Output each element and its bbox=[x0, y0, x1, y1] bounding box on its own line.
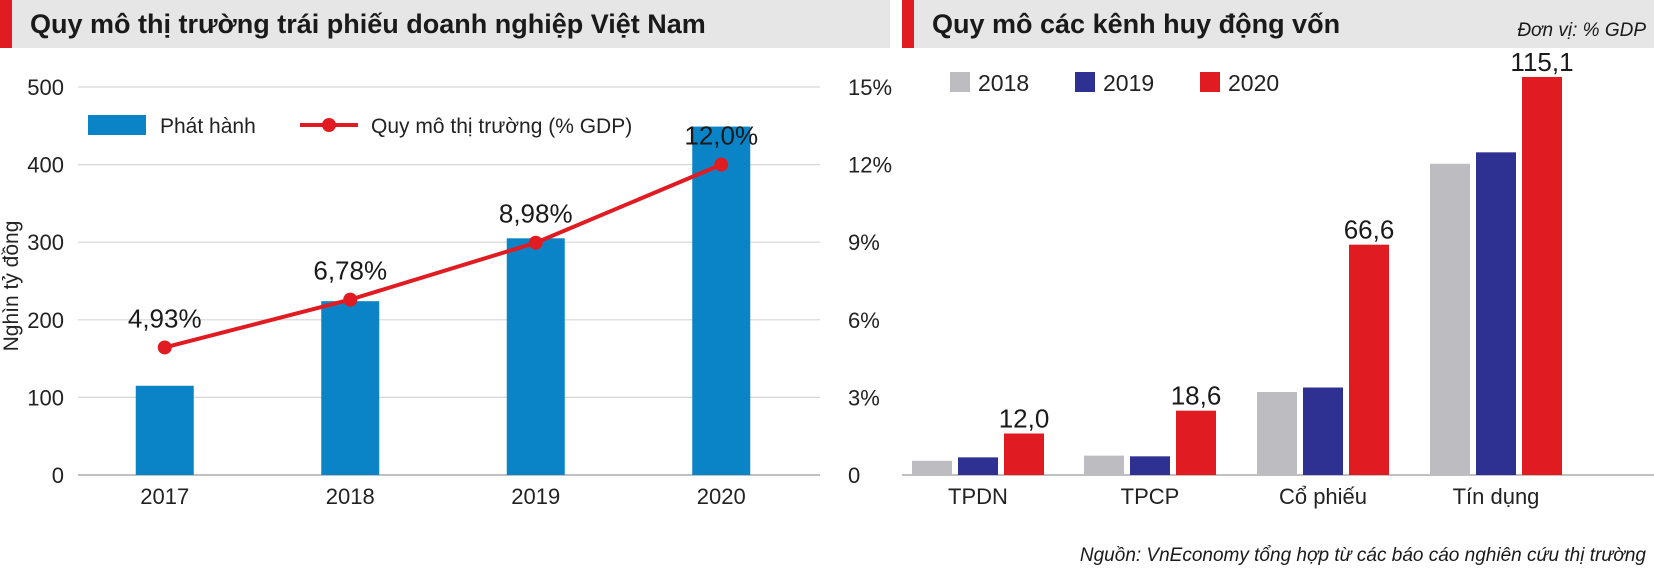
y2-tick-label: 12% bbox=[848, 153, 892, 178]
line-point-2018 bbox=[343, 292, 358, 307]
y-tick-label: 300 bbox=[27, 230, 64, 255]
x-tick-label: TPCP bbox=[1121, 484, 1180, 509]
bar-2018-TPCP bbox=[1084, 455, 1124, 475]
bar-data-label: 18,6 bbox=[1171, 381, 1222, 411]
y2-tick-label: 6% bbox=[848, 308, 880, 333]
bar-phat-hanh-2018 bbox=[321, 301, 380, 475]
bond-market-chart: 0 0 100 3% 200 6% 300 9% 400 12% 500 15% Nghìn tỷ đồ… bbox=[0, 75, 892, 509]
bar-2018-TPDN bbox=[912, 460, 952, 475]
line-data-label: 12,0% bbox=[684, 121, 758, 151]
x-tick-label: 2019 bbox=[511, 484, 560, 509]
left-chart-title: Quy mô thị trường trái phiếu doanh nghiệ… bbox=[30, 9, 706, 39]
y-tick-label: 400 bbox=[27, 153, 64, 178]
bar-data-label: 115,1 bbox=[1510, 47, 1573, 77]
bar-data-label: 12,0 bbox=[999, 404, 1050, 434]
legend-label-2018: 2018 bbox=[978, 70, 1029, 96]
legend-label-2019: 2019 bbox=[1103, 70, 1154, 96]
line-data-label: 4,93% bbox=[128, 303, 202, 333]
y2-tick-label: 15% bbox=[848, 75, 892, 100]
line-point-2019 bbox=[528, 235, 543, 250]
line-point-2020 bbox=[714, 157, 729, 172]
unit-label: Đơn vị: % GDP bbox=[1517, 20, 1646, 41]
line-quy-mo-thi-truong bbox=[164, 162, 723, 350]
right-chart-title: Quy mô các kênh huy động vốn bbox=[932, 9, 1341, 39]
left-chart-panel: Quy mô thị trường trái phiếu doanh nghiệ… bbox=[0, 0, 892, 509]
header-accent-bar bbox=[902, 0, 914, 48]
bar-2020-Tín dụng bbox=[1522, 76, 1562, 475]
y-tick-label: 100 bbox=[27, 385, 64, 410]
bar-2020-Cổ phiếu bbox=[1349, 244, 1389, 475]
line-data-label: 8,98% bbox=[499, 199, 573, 229]
legend-label-phat-hanh: Phát hành bbox=[160, 115, 256, 138]
legend-label-2020: 2020 bbox=[1228, 70, 1279, 96]
x-tick-label: 2017 bbox=[140, 484, 189, 509]
y-tick-label: 200 bbox=[27, 308, 64, 333]
x-tick-label: Tín dụng bbox=[1453, 484, 1540, 509]
legend-swatch-2018 bbox=[950, 72, 970, 92]
x-tick-label: TPDN bbox=[948, 484, 1008, 509]
line-point-2017 bbox=[157, 340, 172, 355]
legend-swatch-2019 bbox=[1075, 72, 1095, 92]
bar-2020-TPCP bbox=[1176, 410, 1216, 475]
y2-tick-label: 3% bbox=[848, 385, 880, 410]
bar-2019-TPCP bbox=[1130, 456, 1170, 475]
y2-tick-label: 0 bbox=[848, 463, 860, 488]
legend-swatch-phat-hanh bbox=[88, 115, 146, 135]
x-tick-label: 2018 bbox=[326, 484, 375, 509]
bar-2018-Cổ phiếu bbox=[1257, 392, 1297, 475]
y-axis-title: Nghìn tỷ đồng bbox=[0, 221, 23, 352]
funding-channels-chart: 2018 2019 2020 12,0 TPDN 18,6 TPCP 66,6 Cổ phiếu… bbox=[902, 47, 1654, 509]
legend-label-quy-mo: Quy mô thị trường (% GDP) bbox=[371, 115, 632, 138]
bar-phat-hanh-2017 bbox=[135, 385, 194, 475]
bar-phat-hanh-2019 bbox=[506, 238, 565, 475]
source-note: Nguồn: VnEconomy tổng hợp từ các báo cáo… bbox=[1079, 545, 1646, 566]
y-tick-label: 0 bbox=[52, 463, 64, 488]
bar-phat-hanh-2020 bbox=[692, 126, 751, 476]
bar-2019-TPDN bbox=[958, 457, 998, 475]
left-chart-header: Quy mô thị trường trái phiếu doanh nghiệ… bbox=[0, 0, 890, 48]
x-tick-label: 2020 bbox=[697, 484, 746, 509]
x-tick-label: Cổ phiếu bbox=[1279, 484, 1367, 509]
y-tick-label: 500 bbox=[27, 75, 64, 100]
y2-tick-label: 9% bbox=[848, 230, 880, 255]
bar-2018-Tín dụng bbox=[1430, 163, 1470, 475]
bar-data-label: 66,6 bbox=[1344, 215, 1395, 245]
line-data-label: 6,78% bbox=[313, 256, 387, 286]
legend-swatch-line-marker bbox=[322, 118, 336, 132]
right-chart-header: Quy mô các kênh huy động vốn bbox=[902, 0, 1654, 48]
legend-swatch-2020 bbox=[1200, 72, 1220, 92]
bar-2019-Tín dụng bbox=[1476, 152, 1516, 475]
right-chart-panel: Quy mô các kênh huy động vốn Đơn vị: % G… bbox=[902, 0, 1654, 576]
header-accent-bar bbox=[0, 0, 12, 48]
bar-2020-TPDN bbox=[1004, 433, 1044, 475]
bar-2019-Cổ phiếu bbox=[1303, 387, 1343, 475]
